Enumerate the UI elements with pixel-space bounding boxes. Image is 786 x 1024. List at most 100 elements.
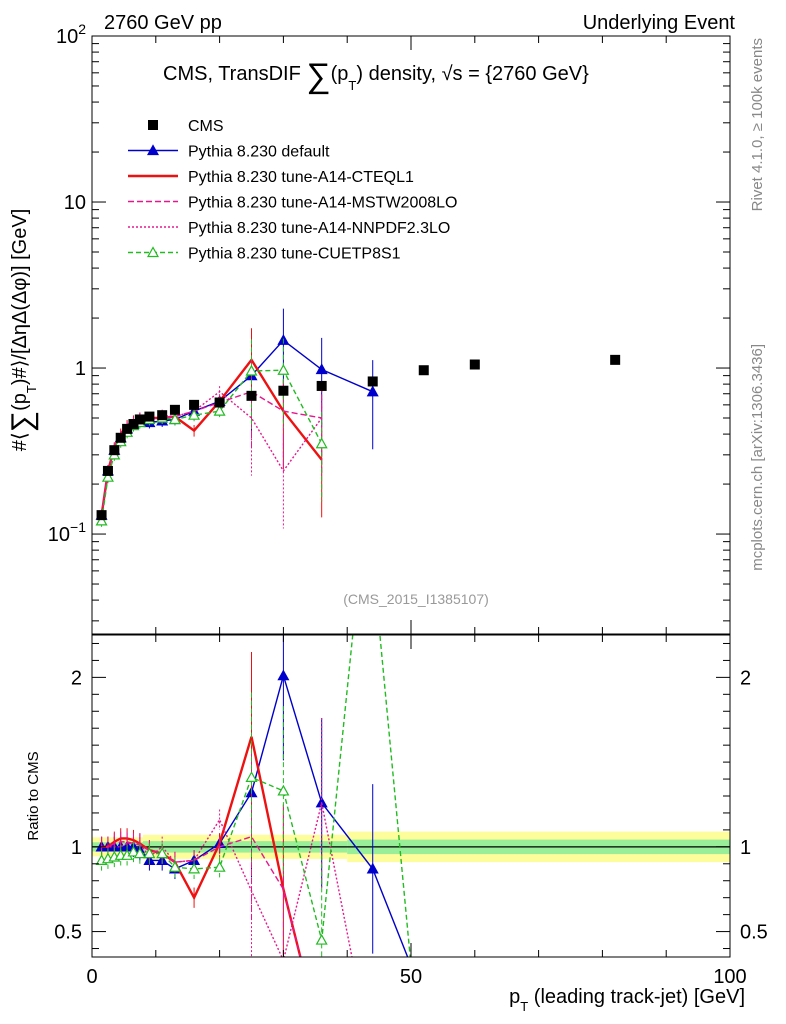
main-marker-cuetp8s1 [95,514,108,526]
cms-data-point [109,445,120,456]
ratio-line-0 [101,673,409,957]
title-prefix: CMS, TransDIF [163,63,306,85]
main-y-axis-label: #⟨∑(pT)#⟩/[ΔηΔ(Δφ)] [GeV] [6,209,39,452]
cms-data-point [214,397,225,408]
xlabel-subscript: T [520,999,528,1014]
ratio-marker-default [277,669,290,681]
main-line-3 [100,390,323,516]
ratio-marker-cuetp8s1 [133,847,146,859]
x-tick-label: 50 [400,966,422,988]
ratio-marker-cuetp8s1 [127,845,140,857]
cms-data-point [189,399,200,410]
title-subscript: T [348,78,356,93]
ratio-marker-cuetp8s1 [277,784,290,796]
legend-entry-label: CMS [188,118,224,135]
main-marker-default [366,385,379,397]
tick-base: 1 [75,358,86,380]
y-tick-label: 10−1 [48,519,86,546]
ratio-marker-cuetp8s1 [213,860,226,872]
main-marker-cuetp8s1 [245,364,258,376]
y-tick-label: 10 [64,192,86,214]
ratio-marker-cuetp8s1 [315,933,328,945]
cms-data-point [96,510,107,521]
tick-exponent: −1 [70,519,86,535]
cms-data-point [144,411,155,422]
legend-entry-label: Pythia 8.230 tune-CUETP8S1 [188,246,401,263]
main-marker-cuetp8s1 [277,363,290,375]
cms-data-point [246,390,257,401]
ylabel-subscript: T [24,385,39,393]
x-tick-label: 100 [713,966,746,988]
cms-data-point [157,410,168,421]
y-tick-label: 1 [75,358,86,380]
main-line-0 [100,339,373,516]
cms-data-point [128,419,139,430]
ylabel-sum-symbol: ∑ [6,411,39,432]
header-process: Underlying Event [583,12,736,34]
cms-data-point [278,385,289,396]
main-marker-cuetp8s1 [168,413,181,425]
legend-entry-label: Pythia 8.230 tune-A14-NNPDF2.3LO [188,220,450,237]
legend-marker-cms [148,120,158,130]
ratio-y-tick-label: 2 [71,667,82,689]
ratio-marker-default [366,862,379,874]
ratio-marker-cuetp8s1 [188,862,201,874]
ratio-marker-cuetp8s1 [143,847,156,859]
legend-entry-label: Pythia 8.230 tune-A14-CTEQL1 [188,169,414,186]
legend: CMS Pythia 8.230 default Pythia 8.230 tune… [128,118,457,263]
ratio-marker-cuetp8s1 [245,771,258,782]
ratio-y-tick-label: 0.5 [54,922,82,944]
ylabel-open: (p [9,393,31,411]
cms-data-point [316,380,327,391]
ratio-y-tick-label-right: 1 [740,837,751,859]
ratio-marker-cuetp8s1 [156,847,169,859]
main-series-group [95,308,621,529]
y-tick-label: 102 [56,21,86,48]
ratio-uncertainty-bands [92,831,730,863]
cms-data-point [115,432,126,443]
ratio-series-group [95,635,411,957]
rivet-version-label: Rivet 4.1.0, ≥ 100k events [749,38,766,211]
title-open: (p [331,63,349,85]
xlabel-suffix: (leading track-jet) [GeV] [528,986,745,1008]
header-collision: 2760 GeV pp [104,12,222,34]
cms-data-point [610,354,621,365]
main-marker-cuetp8s1 [101,470,114,482]
mcplots-label: mcplots.cern.ch [arXiv:1306.3436] [749,344,766,571]
cms-data-point [367,376,378,387]
cms-data-point [122,423,133,434]
x-tick-label: 0 [86,966,97,988]
tick-base: 10 [56,26,78,48]
ratio-frame [91,634,731,958]
cms-data-point [469,359,480,370]
main-line-1 [100,357,323,516]
ratio-marker-cuetp8s1 [168,860,181,872]
cms-data-point [169,404,180,415]
ratio-axes: 0.5 0.5 1 1 2 2 0 50 100 [54,635,768,988]
ratio-y-tick-label-right: 2 [740,667,751,689]
legend-entry-label: Pythia 8.230 tune-A14-MSTW2008LO [188,195,457,212]
tick-base: 10 [64,192,86,214]
tick-base: 10 [48,524,70,546]
cms-data-point [102,465,113,476]
legend-entry-label: Pythia 8.230 default [188,144,330,161]
ratio-line-3 [101,802,353,957]
ratio-y-tick-label-right: 0.5 [740,922,768,944]
analysis-watermark: (CMS_2015_I1385107) [343,591,489,607]
legend-marker-open-triangle [146,246,160,258]
ratio-panel: 0.5 0.5 1 1 2 2 0 50 100 Ratio to CMS pT (leadin… [25,634,768,1014]
main-line-4 [100,369,323,522]
ratio-y-tick-label: 1 [71,837,82,859]
ylabel-suffix: )#⟩/[ΔηΔ(Δφ)] [GeV] [9,209,31,385]
main-marker-default [315,363,328,375]
xlabel-p: p [509,986,520,1008]
main-chart-title: CMS, TransDIF ∑(pT) density, √s = {2760 … [163,57,589,95]
title-sum-symbol: ∑ [306,57,330,95]
main-marker-cuetp8s1 [315,437,328,449]
ylabel-prefix: #⟨ [9,432,31,451]
cms-data-point [134,414,145,425]
title-suffix: ) density, √s = {2760 GeV} [356,63,589,85]
